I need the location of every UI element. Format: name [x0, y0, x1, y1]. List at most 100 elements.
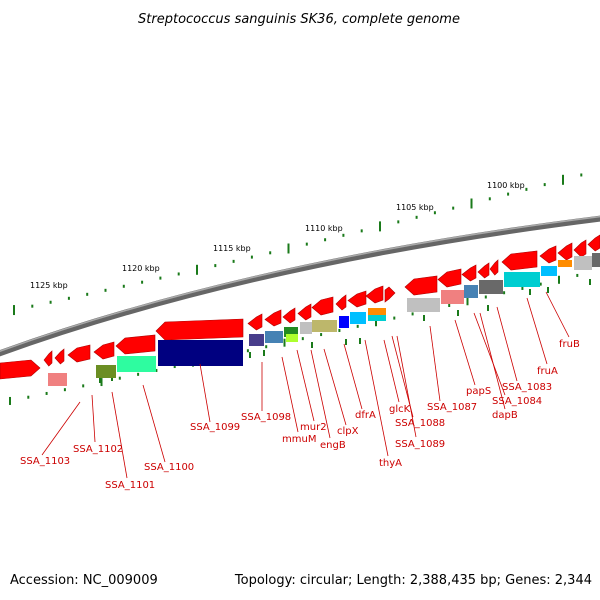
gene-label-paps: papS [466, 386, 491, 397]
leader-line [199, 363, 211, 423]
leader-line [545, 291, 570, 338]
feature-block [541, 266, 557, 276]
leader-line [91, 394, 96, 443]
gene-arrow [247, 313, 263, 331]
gene-label-ssa1099: SSA_1099 [190, 422, 240, 433]
feature-block [117, 356, 156, 372]
feature-track [48, 253, 600, 386]
gene-arrow [587, 234, 600, 252]
leader-line [310, 349, 331, 439]
gene-arrow [539, 245, 557, 264]
feature-block [592, 253, 600, 267]
leader-line [496, 306, 518, 382]
gene-arrow [501, 250, 538, 271]
gene-label-ssa1098: SSA_1098 [241, 412, 291, 423]
gene-arrow [67, 344, 91, 363]
feature-block [350, 312, 366, 324]
gene-label-mmum: mmuM [282, 434, 316, 445]
feature-block [300, 322, 312, 334]
gene-label-ssa1103: SSA_1103 [20, 456, 70, 467]
leader-line [111, 391, 128, 479]
feature-block [312, 320, 337, 332]
feature-block [574, 256, 592, 270]
kbp-label-1110: 1110 kbp [305, 224, 343, 233]
feature-block [249, 334, 264, 346]
gene-arrow [0, 359, 41, 380]
feature-block [558, 260, 572, 267]
gene-label-dapb: dapB [492, 410, 518, 421]
label-leader-lines [41, 291, 570, 479]
feature-block [441, 290, 464, 304]
gene-arrow [93, 341, 115, 360]
map-title: Streptococcus sanguinis SK36, complete g… [138, 12, 460, 27]
feature-block [286, 334, 298, 342]
feature-block [158, 340, 243, 366]
gene-label-thya: thyA [379, 458, 402, 469]
gene-label-clpx: clpX [337, 426, 359, 437]
kbp-label-1115: 1115 kbp [213, 244, 251, 253]
feature-block [284, 327, 298, 337]
gene-label-ssa1089: SSA_1089 [395, 439, 445, 450]
feature-block [339, 316, 349, 328]
gene-label-frub: fruB [559, 339, 580, 350]
leader-line [281, 356, 299, 433]
kbp-label-1120: 1120 kbp [122, 264, 160, 273]
leader-line [343, 343, 363, 410]
feature-block [407, 298, 440, 312]
feature-block [504, 272, 540, 287]
feature-block [96, 365, 116, 378]
leader-line [473, 312, 506, 396]
feature-block [48, 373, 67, 386]
gene-label-ssa1100: SSA_1100 [144, 462, 194, 473]
gene-label-ssa1088: SSA_1088 [395, 418, 445, 429]
gene-arrow [384, 286, 396, 303]
gene-arrow [43, 350, 53, 367]
gene-arrow [365, 285, 384, 304]
gene-label-frua: fruA [537, 366, 558, 377]
gene-arrow [557, 242, 573, 261]
gene-track [0, 234, 600, 380]
feature-block [265, 331, 283, 343]
feature-block [368, 308, 386, 315]
gene-arrow [404, 275, 438, 296]
accession-text: Accession: NC_009009 [10, 573, 158, 588]
gene-label-ssa1084: SSA_1084 [492, 396, 542, 407]
gene-arrow [282, 307, 296, 324]
gene-arrow [54, 348, 65, 365]
gene-arrow [477, 262, 490, 279]
gene-arrow [155, 318, 244, 341]
gene-arrow [297, 303, 312, 321]
gene-label-mur2: mur2 [300, 422, 327, 433]
gene-arrow [335, 294, 347, 311]
gene-label-ssa1102: SSA_1102 [73, 444, 123, 455]
gene-label-glck: glcK [389, 404, 411, 415]
kbp-label-1100: 1100 kbp [487, 181, 525, 190]
leader-line [383, 339, 400, 403]
leader-line [41, 401, 81, 456]
feature-block [464, 285, 478, 298]
gene-label-ssa1087: SSA_1087 [427, 402, 477, 413]
leader-line [479, 312, 506, 410]
topology-text: Topology: circular; Length: 2,388,435 bp… [234, 573, 592, 588]
genome-backbone [0, 215, 600, 357]
leader-line [323, 348, 347, 426]
gene-arrow [573, 239, 587, 258]
kbp-label-1105: 1105 kbp [396, 203, 434, 212]
leader-line [396, 335, 417, 438]
gene-label-ssa1101: SSA_1101 [105, 480, 155, 491]
gene-label-dfra: dfrA [355, 410, 376, 421]
gene-label-engb: engB [320, 440, 346, 451]
gene-arrow [347, 290, 367, 308]
leader-line [364, 339, 389, 457]
gene-arrow [311, 296, 334, 316]
feature-block [479, 280, 503, 294]
gene-arrow [264, 309, 282, 327]
gene-arrow [437, 268, 462, 288]
outer-tick-marks [13, 173, 583, 316]
genome-backbone-highlight [0, 215, 600, 353]
leader-line [296, 349, 315, 422]
gene-arrow [489, 259, 499, 276]
gene-arrow [115, 334, 156, 355]
